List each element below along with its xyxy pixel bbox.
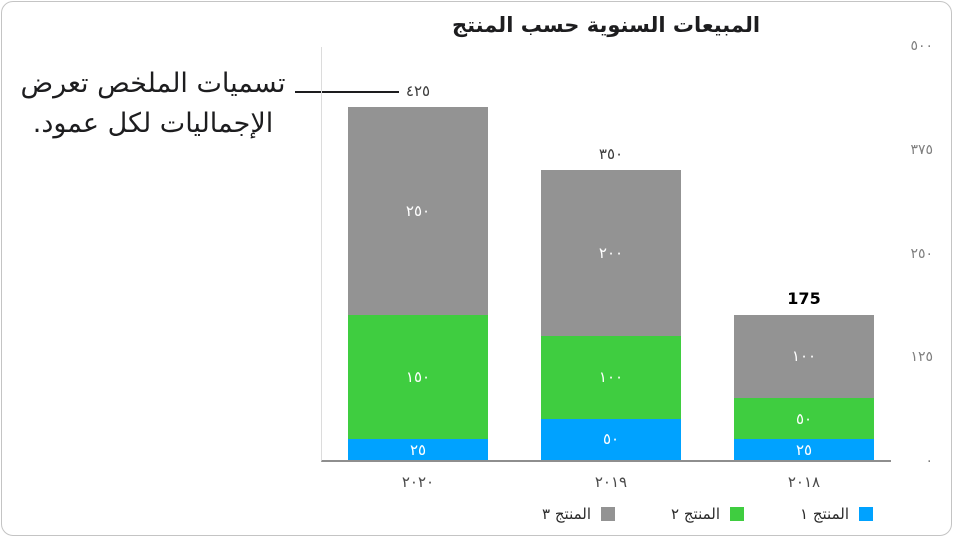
legend-label-product2: المنتج ٢ xyxy=(671,505,721,523)
bar-segment-series1-cat2[interactable]: ٢٥ xyxy=(734,439,874,460)
y-axis-tick-label: ٢٥٠ xyxy=(910,245,933,262)
legend-item-product2[interactable]: المنتج ٢ xyxy=(671,505,745,523)
total-summary-label: ٣٥٠ xyxy=(598,144,624,163)
total-summary-label: 175 xyxy=(787,288,821,308)
segment-value-label: ٥٠ xyxy=(602,430,620,449)
x-axis-label: ٢٠١٩ xyxy=(594,473,628,491)
legend-swatch-product3 xyxy=(601,507,616,521)
legend-swatch-product1 xyxy=(859,507,873,521)
bar-segment-series3-cat1[interactable]: ٢٠٠ xyxy=(541,169,681,336)
bar-segment-series2-cat2[interactable]: ٥٠ xyxy=(734,397,874,440)
segment-value-label: ١٥٠ xyxy=(405,368,431,386)
segment-value-label: ٢٥٠ xyxy=(405,202,431,220)
y-axis-tick-label: ٥٠٠ xyxy=(910,38,933,54)
x-axis-label: ٢٠٢٠ xyxy=(401,473,435,491)
segment-value-label: ١٠٠ xyxy=(791,347,817,366)
bar-segment-series2-cat1[interactable]: ١٠٠ xyxy=(541,335,681,419)
callout-text-line2: الإجماليات لكل عمود. xyxy=(32,108,274,139)
bar-segment-series3-cat2[interactable]: ١٠٠ xyxy=(734,314,874,398)
plot-area: ٢٥ ١٥٠ ٢٥٠ ٤٢٥ ٢٠٢٠ ٥٠ ١٠٠ ٢٠٠ ٣٥٠ ٢٠١٩ ٢٥ ٥٠ ١٠٠ 175… xyxy=(321,47,891,491)
segment-value-label: ٢٠٠ xyxy=(598,243,624,262)
segment-value-label: ١٠٠ xyxy=(598,368,624,386)
bar-segment-series1-cat0[interactable]: ٢٥ xyxy=(348,439,488,460)
callout-connector-line xyxy=(295,91,399,93)
total-summary-label: ٤٢٥ xyxy=(405,82,431,101)
bar-segment-series2-cat0[interactable]: ١٥٠ xyxy=(348,314,488,440)
y-axis: ٠ ١٢٥ ٢٥٠ ٣٧٥ ٥٠٠ xyxy=(893,0,933,537)
y-axis-tick-label: ١٢٥ xyxy=(910,349,933,366)
bar-segment-series3-cat0[interactable]: ٢٥٠ xyxy=(348,107,488,315)
legend-item-product3[interactable]: المنتج ٣ xyxy=(542,505,616,523)
chart-title: المبيعات السنوية حسب المنتج xyxy=(451,13,761,37)
segment-value-label: ٢٥ xyxy=(795,440,813,459)
bar-group-0: ٢٥ ١٥٠ ٢٥٠ ٤٢٥ ٢٠٢٠ xyxy=(348,47,488,491)
y-axis-tick-label: ٣٧٥ xyxy=(910,141,933,158)
segment-value-label: ٢٥ xyxy=(409,440,427,459)
callout-text-line1: تسميات الملخص تعرض xyxy=(20,68,286,99)
x-axis-label: ٢٠١٨ xyxy=(787,473,821,491)
segment-value-label: ٥٠ xyxy=(795,409,813,428)
legend: المنتج ١ المنتج ٢ المنتج ٣ xyxy=(542,505,873,523)
callout: تسميات الملخص تعرض الإجماليات لكل عمود. xyxy=(8,64,298,144)
legend-item-product1[interactable]: المنتج ١ xyxy=(800,505,873,523)
bar-group-1: ٥٠ ١٠٠ ٢٠٠ ٣٥٠ ٢٠١٩ xyxy=(541,47,681,491)
legend-swatch-product2 xyxy=(730,507,745,521)
bar-segment-series1-cat1[interactable]: ٥٠ xyxy=(541,418,681,460)
bar-group-2: ٢٥ ٥٠ ١٠٠ 175 ٢٠١٨ xyxy=(734,47,874,491)
legend-label-product3: المنتج ٣ xyxy=(542,505,592,523)
legend-label-product1: المنتج ١ xyxy=(800,505,849,523)
y-axis-tick-label: ٠ xyxy=(925,453,933,469)
